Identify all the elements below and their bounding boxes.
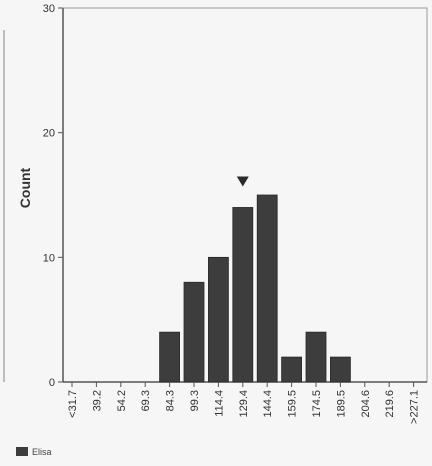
y-axis-ticks: 0 10 20 30 (43, 3, 63, 389)
x-tick-label-11: 189.5 (335, 390, 347, 418)
mean-marker-triangle (236, 176, 249, 187)
y-tick-label-0: 0 (49, 377, 55, 389)
x-tick-label-12: 204.6 (360, 390, 372, 418)
y-tick-label-30: 30 (43, 3, 55, 15)
x-tick-label-8: 144.4 (262, 390, 274, 418)
x-tick-label-10: 174.5 (311, 390, 323, 418)
x-tick-label-13: 219.6 (384, 390, 396, 418)
marker-group (236, 176, 249, 187)
y-tick-label-20: 20 (43, 128, 55, 140)
legend-swatch-elisa (16, 447, 28, 456)
x-tick-label-7: 129.4 (238, 390, 250, 418)
legend-label-elisa: Elisa (32, 447, 52, 457)
y-axis-title: Count (17, 167, 33, 208)
bar-9 (281, 356, 303, 383)
x-tick-label-5: 99.3 (189, 390, 201, 411)
bar-5 (183, 281, 205, 383)
bar-4 (159, 331, 181, 383)
x-tick-label-9: 159.5 (287, 390, 299, 418)
bar-6 (207, 256, 229, 383)
x-tick-label-1: 39.2 (91, 390, 103, 411)
x-axis-ticks: <31.7 39.2 54.2 69.3 84.3 99.3 114.4 129.4 144.4… (67, 382, 421, 424)
x-tick-label-4: 84.3 (165, 390, 177, 411)
x-tick-label-3: 69.3 (140, 390, 152, 411)
bar-10 (305, 331, 327, 383)
bar-8 (256, 194, 278, 383)
x-tick-label-6: 114.4 (213, 390, 225, 417)
x-tick-label-2: 54.2 (116, 390, 128, 411)
bar-11 (329, 356, 351, 383)
x-tick-label-14: >227.1 (409, 390, 421, 424)
legend: Elisa (16, 447, 52, 457)
y-tick-label-10: 10 (43, 252, 55, 264)
bars-group (159, 194, 351, 383)
x-tick-label-0: <31.7 (67, 390, 79, 418)
bar-7 (232, 207, 254, 383)
